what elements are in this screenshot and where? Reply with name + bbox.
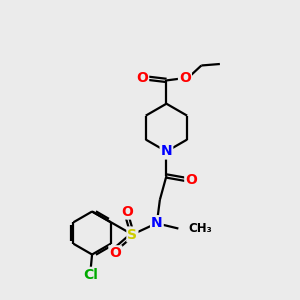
Text: N: N: [151, 216, 163, 230]
Text: Cl: Cl: [83, 268, 98, 282]
Text: O: O: [179, 71, 191, 85]
Text: O: O: [110, 246, 121, 260]
Text: CH₃: CH₃: [188, 222, 212, 235]
Text: N: N: [160, 145, 172, 158]
Text: O: O: [136, 71, 148, 85]
Text: S: S: [128, 227, 137, 242]
Text: O: O: [121, 205, 133, 218]
Text: O: O: [185, 172, 197, 187]
